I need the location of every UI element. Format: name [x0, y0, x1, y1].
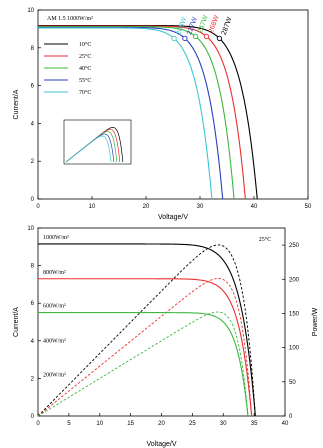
irradiance-label: 400W/m²: [43, 338, 66, 344]
x-tick-label: 5: [67, 421, 71, 427]
y-tick-label: 6: [31, 301, 35, 307]
x-tick-label: 25: [189, 421, 196, 427]
power-label: 287W: [221, 16, 234, 36]
y2-tick-label: 100: [289, 346, 300, 352]
power-series-line: [37, 277, 253, 417]
legend-label: 25°C: [79, 53, 91, 60]
y-tick-label: 4: [31, 121, 35, 127]
irradiance-label: 600W/m²: [43, 304, 66, 310]
x-tick-label: 40: [251, 204, 258, 210]
mpp-point: [203, 33, 210, 40]
y2-tick-label: 150: [289, 311, 300, 317]
irradiance-label: 800W/m²: [43, 270, 66, 276]
x-tick-label: 20: [158, 421, 165, 427]
y-tick-label: 10: [27, 8, 34, 14]
condition-label: AM 1.5 1000W/m²: [47, 16, 93, 22]
series-line: [38, 26, 224, 200]
x-tick-label: 40: [282, 421, 289, 427]
x-tick-label: 10: [89, 204, 96, 210]
series-line: [38, 26, 235, 200]
y2-axis-label: Power/W: [312, 307, 319, 336]
y-tick-label: 4: [31, 339, 35, 345]
y-tick-label: 0: [31, 414, 35, 420]
power-series-line: [37, 244, 256, 417]
plot-frame-bottom: [37, 227, 286, 417]
mpp-point: [171, 35, 177, 41]
x-tick-label: 15: [127, 421, 134, 427]
current-series-line: [38, 312, 249, 417]
irradiance-label: 1000W/m²: [43, 235, 69, 241]
power-series-line: [37, 311, 249, 417]
y-tick-label: 2: [31, 376, 35, 382]
legend-label: 55°C: [79, 77, 91, 84]
y-tick-label: 8: [31, 264, 35, 270]
mpp-point: [216, 35, 223, 41]
x-tick-label: 0: [36, 204, 40, 210]
y2-tick-label: 0: [289, 414, 293, 420]
y-tick-label: 0: [31, 197, 35, 203]
x-tick-label: 0: [36, 421, 40, 427]
y-tick-label: 8: [31, 46, 35, 52]
x-axis-label: Voltage/V: [147, 441, 177, 448]
x-tick-label: 30: [220, 421, 227, 427]
x-tick-label: 35: [251, 421, 258, 427]
y-tick-label: 10: [27, 226, 34, 232]
inset-series-line: [65, 135, 112, 163]
condition-label: 25°C: [259, 236, 271, 243]
irradiance-label: 200W/m²: [43, 373, 66, 379]
x-tick-label: 20: [143, 204, 150, 210]
x-tick-label: 30: [197, 204, 204, 210]
y-tick-label: 6: [31, 84, 35, 90]
legend-label: 70°C: [79, 89, 91, 96]
y2-tick-label: 50: [289, 380, 296, 386]
current-series-line: [38, 278, 253, 417]
y-axis-label: Current/A: [13, 89, 20, 119]
legend-label: 10°C: [79, 41, 91, 48]
mpp-point: [182, 35, 188, 41]
legend-label: 40°C: [79, 65, 91, 72]
y2-tick-label: 200: [289, 277, 300, 283]
current-series-line: [38, 243, 256, 417]
y2-tick-label: 250: [289, 243, 300, 249]
mpp-point: [193, 33, 199, 40]
series-line: [38, 25, 246, 200]
x-tick-label: 50: [305, 204, 312, 210]
y-tick-label: 2: [31, 159, 35, 165]
x-axis-label: Voltage/V: [158, 214, 188, 221]
plot-frame-top: [37, 9, 309, 200]
y-axis-label: Current/A: [13, 307, 20, 337]
x-tick-label: 10: [96, 421, 103, 427]
series-line: [38, 27, 213, 200]
inset-frame: [63, 119, 132, 165]
